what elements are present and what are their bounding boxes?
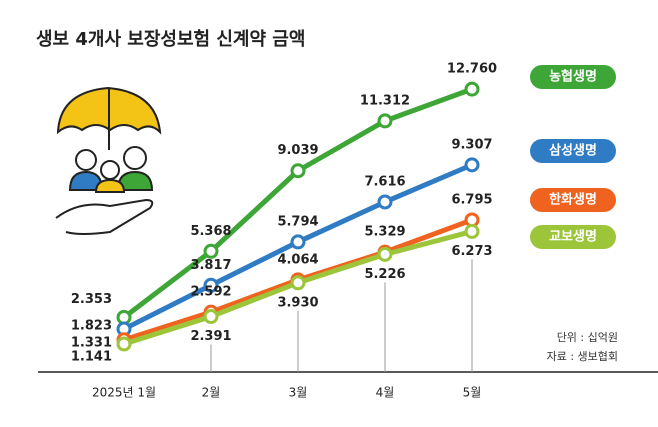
value-label: 4.064 <box>277 252 318 267</box>
series: 1.823 3.817 5.794 7.616 9.307 삼성생명 <box>71 137 616 337</box>
value-label: 11.312 <box>360 93 410 108</box>
x-tick-label: 5월 <box>463 386 482 400</box>
value-label: 2.391 <box>190 329 231 344</box>
source-note: 자료 : 생보협회 <box>547 350 618 363</box>
point <box>203 309 219 325</box>
value-label: 3.930 <box>277 295 318 310</box>
series: 1.331 2.592 4.064 5.329 6.795 한화생명 <box>71 188 616 350</box>
point <box>464 157 480 173</box>
value-label: 9.307 <box>451 137 492 152</box>
value-label: 1.141 <box>71 349 112 364</box>
series: 2.353 5.368 9.039 11.312 12.760 농협생명 <box>71 62 616 325</box>
legend-swatch <box>530 65 616 89</box>
value-label: 3.817 <box>190 258 231 273</box>
value-label: 1.823 <box>71 319 112 334</box>
point <box>290 275 306 291</box>
x-tick-label: 2025년 1월 <box>92 386 156 400</box>
value-label: 7.616 <box>364 174 405 189</box>
point <box>377 113 393 129</box>
value-label: 5.329 <box>364 225 405 240</box>
value-label: 9.039 <box>277 143 318 158</box>
value-label: 12.760 <box>447 62 497 77</box>
point <box>116 336 132 352</box>
point <box>377 194 393 210</box>
value-label: 2.592 <box>190 285 231 300</box>
point <box>290 234 306 250</box>
legend-swatch <box>530 225 616 249</box>
legend-label: 교보생명 <box>549 229 597 245</box>
value-label: 6.273 <box>451 244 492 259</box>
point <box>203 243 219 259</box>
x-tick-label: 3월 <box>289 386 308 400</box>
point <box>464 81 480 97</box>
value-label: 6.795 <box>451 192 492 207</box>
value-label: 2.353 <box>71 292 112 307</box>
x-tick-label: 4월 <box>376 386 395 400</box>
chart-title: 생보 4개사 보장성보험 신계약 금액 <box>36 28 305 50</box>
point <box>203 277 219 293</box>
value-label: 5.368 <box>190 224 231 239</box>
legend-swatch <box>530 188 616 212</box>
legend-label: 한화생명 <box>549 192 597 208</box>
unit-note: 단위 : 십억원 <box>557 331 618 344</box>
legend-label: 농협생명 <box>549 69 597 85</box>
x-tick-label: 2월 <box>202 386 221 400</box>
value-label: 5.226 <box>364 267 405 282</box>
series: 1.141 2.391 3.930 5.226 6.273 교보생명 <box>71 223 616 364</box>
point <box>377 246 393 262</box>
value-label: 5.794 <box>277 214 318 229</box>
legend-label: 삼성생명 <box>549 143 597 159</box>
point <box>290 163 306 179</box>
point <box>464 223 480 239</box>
legend-swatch <box>530 139 616 163</box>
value-label: 1.331 <box>71 335 112 350</box>
umbrella-illustration <box>55 86 162 235</box>
